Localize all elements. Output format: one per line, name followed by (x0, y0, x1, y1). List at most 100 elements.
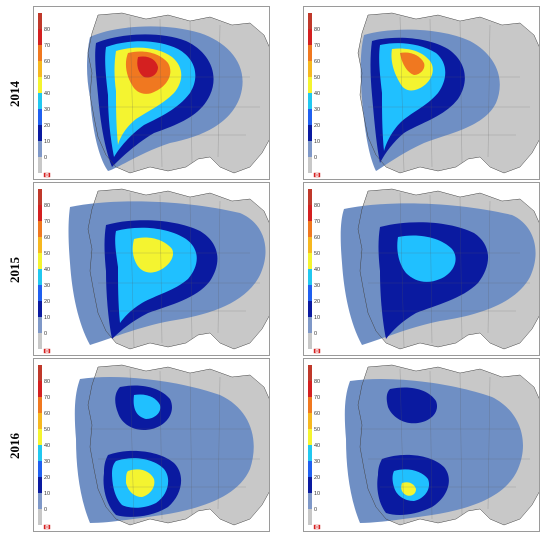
colorbar-segment (308, 109, 312, 125)
map-area (357, 12, 539, 174)
coastline (87, 12, 269, 174)
colorbar-segment (308, 317, 312, 333)
boundary-line (487, 376, 491, 510)
boundary-line (129, 16, 135, 172)
colorbar-tick-label: 10 (314, 139, 320, 145)
colorbar-segment (308, 429, 312, 445)
colorbar-segment (308, 189, 312, 205)
map-2014-col2: 80 70 60 50 40 30 20 10 0 (303, 6, 540, 180)
map-area (68, 188, 269, 350)
colorbar-segment (308, 125, 312, 141)
colorbar-segment (38, 61, 42, 77)
colorbar-tick-label: 0 (314, 331, 317, 337)
colorbar-segment (38, 269, 42, 285)
boundary-line (459, 20, 463, 164)
canada-flag-icon (313, 172, 321, 178)
boundary-line (459, 372, 463, 516)
flag-bar-right (318, 349, 320, 353)
colorbar-segment (38, 13, 42, 29)
colorbar-segment (308, 13, 312, 29)
smoke-contour-level-4 (401, 482, 416, 496)
colorbar-tick-label: 10 (44, 315, 50, 321)
colorbar-segment (38, 477, 42, 493)
boundary-line (429, 194, 433, 344)
smoke-contour-level-3 (397, 235, 456, 282)
colorbar-segment (308, 221, 312, 237)
colorbar-tick-label: 40 (314, 267, 320, 273)
map-area (340, 188, 539, 350)
colorbar-tick-label: 70 (44, 43, 50, 49)
colorbar-tick-label: 20 (44, 299, 50, 305)
colorbar-segment (308, 461, 312, 477)
colorbar-tick-label: 50 (44, 75, 50, 81)
colorbar-tick-label: 10 (314, 315, 320, 321)
flag-bar-left (44, 173, 46, 177)
colorbar-tick-label: 60 (314, 235, 320, 241)
smoke-contour-level-4 (132, 237, 174, 273)
colorbar-tick-label: 10 (314, 491, 320, 497)
colorbar-segment (308, 237, 312, 253)
boundary-line (159, 18, 163, 168)
canada-flag-icon (313, 524, 321, 530)
map-2014-col1: 80 70 60 50 40 30 20 10 0 (33, 6, 270, 180)
colorbar-segment (308, 285, 312, 301)
colorbar-tick-label: 40 (44, 91, 50, 97)
colorbar-tick-label: 0 (44, 507, 47, 513)
colorbar-tick-label: 40 (314, 443, 320, 449)
colorbar-segment (38, 237, 42, 253)
colorbar-tick-label: 0 (44, 155, 47, 161)
boundary-line (189, 372, 193, 516)
colorbar-segment (38, 301, 42, 317)
boundary-line (429, 370, 433, 520)
boundary-line (487, 24, 491, 158)
flag-bar-right (48, 525, 50, 529)
colorbar-tick-label: 60 (44, 59, 50, 65)
map-area (344, 364, 539, 526)
colorbar-tick-label: 70 (314, 395, 320, 401)
flag-bar-left (314, 173, 316, 177)
coastline (357, 188, 539, 350)
colorbar-tick-label: 80 (314, 379, 320, 385)
map-area (74, 364, 269, 526)
colorbar-tick-label: 20 (314, 123, 320, 129)
boundary-line (129, 368, 135, 524)
boundary-line (129, 192, 135, 348)
colorbar-segment (38, 333, 42, 349)
map-2016-col2: 80 70 60 50 40 30 20 10 0 (303, 358, 540, 532)
flag-bar-right (318, 173, 320, 177)
smoke-contour-level-5 (400, 52, 425, 75)
colorbar-tick-label: 30 (314, 107, 320, 113)
colorbar-segment (308, 509, 312, 525)
colorbar-tick-label: 70 (314, 43, 320, 49)
colorbar-tick-label: 0 (314, 155, 317, 161)
colorbar-segment (38, 429, 42, 445)
flag-leaf (316, 350, 318, 352)
boundary-line (399, 192, 405, 348)
smoke-contour-level-6 (137, 56, 158, 78)
map-2015-col1: 80 70 60 50 40 30 20 10 0 (33, 182, 270, 356)
colorbar-segment (38, 205, 42, 221)
coastline (357, 364, 539, 526)
boundary-line (217, 24, 221, 158)
canada-flag-icon (43, 348, 51, 354)
colorbar-tick-label: 80 (44, 203, 50, 209)
map-area (87, 12, 269, 174)
colorbar-segment (308, 493, 312, 509)
colorbar-tick-label: 50 (314, 427, 320, 433)
flag-leaf (46, 174, 48, 176)
colorbar-tick-label: 20 (44, 475, 50, 481)
colorbar-segment (308, 93, 312, 109)
colorbar-tick-label: 60 (314, 411, 320, 417)
colorbar-segment (38, 77, 42, 93)
flag-bar-left (44, 349, 46, 353)
boundary-line (217, 376, 221, 510)
colorbar-segment (38, 125, 42, 141)
colorbar-segment (308, 61, 312, 77)
map-2015-col2: 80 70 60 50 40 30 20 10 0 (303, 182, 540, 356)
canada-flag-icon (313, 348, 321, 354)
boundary-line (487, 200, 491, 334)
colorbar-tick-label: 30 (44, 107, 50, 113)
flag-bar-right (48, 349, 50, 353)
boundary-line (189, 20, 193, 164)
colorbar-segment (308, 477, 312, 493)
